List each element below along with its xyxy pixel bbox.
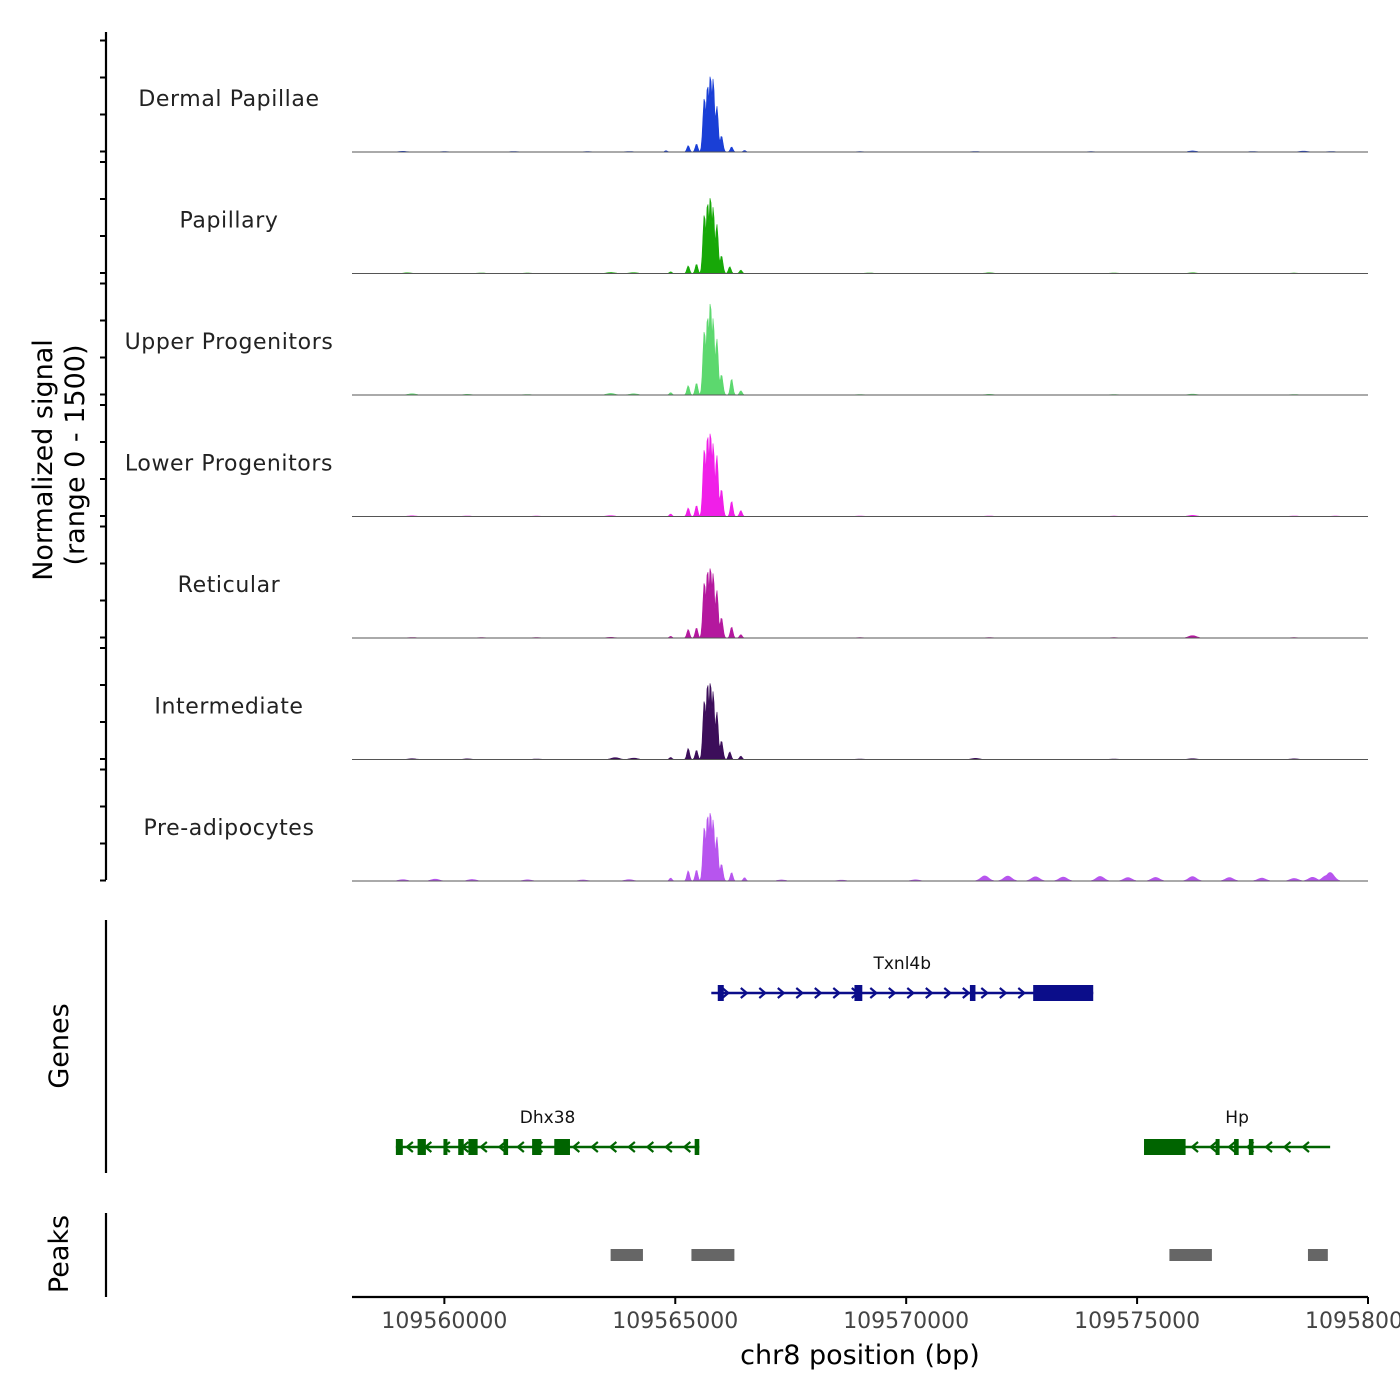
strand-arrow bbox=[608, 1141, 618, 1153]
x-axis-label: chr8 position (bp) bbox=[740, 1340, 980, 1371]
gene-exon bbox=[717, 985, 724, 1001]
gene-exon bbox=[554, 1139, 570, 1155]
coverage-area bbox=[352, 76, 1368, 153]
track-reticular: Reticular bbox=[178, 568, 1368, 639]
track-label: Papillary bbox=[179, 209, 278, 234]
gene-exon bbox=[1144, 1139, 1186, 1155]
strand-arrow bbox=[1190, 1141, 1199, 1153]
strand-arrow bbox=[1282, 1141, 1292, 1153]
y-axis-label-line2: (range 0 - 1500) bbox=[60, 345, 91, 566]
track-lower-progenitors: Lower Progenitors bbox=[125, 433, 1368, 517]
track-label: Lower Progenitors bbox=[125, 452, 333, 477]
gene-exon bbox=[443, 1139, 448, 1155]
coverage-area bbox=[352, 433, 1368, 517]
strand-arrow bbox=[888, 987, 897, 999]
x-tick-label: 109570000 bbox=[843, 1309, 969, 1334]
gene-exon bbox=[1215, 1139, 1220, 1155]
strand-arrow bbox=[405, 1141, 414, 1153]
x-tick-label: 109560000 bbox=[381, 1309, 507, 1334]
peak-region bbox=[1169, 1249, 1212, 1261]
track-label: Upper Progenitors bbox=[125, 330, 334, 355]
strand-arrow bbox=[832, 987, 842, 999]
strand-arrow bbox=[795, 987, 805, 999]
x-tick-label: 109580000 bbox=[1305, 1309, 1400, 1334]
x-tick-label: 109575000 bbox=[1074, 1309, 1200, 1334]
track-label: Dermal Papillae bbox=[138, 87, 319, 112]
strand-arrow bbox=[1227, 1141, 1236, 1153]
gene-exon bbox=[694, 1139, 700, 1155]
gene-exon bbox=[1234, 1139, 1239, 1155]
coverage-tracks: Dermal Papillae Papillary Upper Progenitor… bbox=[125, 76, 1368, 882]
gene-exon bbox=[1033, 985, 1094, 1001]
coverage-area bbox=[352, 813, 1368, 882]
coverage-area bbox=[352, 303, 1368, 396]
track-label: Pre-adipocytes bbox=[143, 816, 314, 841]
strand-arrow bbox=[571, 1141, 581, 1153]
strand-arrow bbox=[740, 987, 749, 999]
gene-exon bbox=[458, 1139, 464, 1155]
track-dermal-papillae: Dermal Papillae bbox=[138, 76, 1368, 153]
strand-arrow bbox=[925, 987, 934, 999]
genes-axis-label: Genes bbox=[44, 1003, 75, 1088]
strand-arrow bbox=[777, 987, 786, 999]
strand-arrow bbox=[906, 987, 916, 999]
gene-exon bbox=[532, 1139, 542, 1155]
track-upper-progenitors: Upper Progenitors bbox=[125, 303, 1368, 396]
gene-label: Dhx38 bbox=[520, 1108, 576, 1128]
strand-arrow bbox=[962, 987, 971, 999]
peak-track bbox=[104, 1213, 1328, 1297]
signal-y-axis bbox=[100, 32, 108, 882]
strand-arrow bbox=[1264, 1141, 1273, 1153]
strand-arrow bbox=[758, 987, 768, 999]
peak-region bbox=[1307, 1249, 1328, 1261]
x-axis: 109560000 109565000 109570000 109575000 1095… bbox=[352, 1295, 1400, 1334]
gene-exon bbox=[417, 1139, 426, 1155]
strand-arrow bbox=[814, 987, 823, 999]
coverage-area bbox=[352, 683, 1368, 760]
gene-dhx38: Dhx38 bbox=[395, 1108, 700, 1155]
gene-track: Txnl4b Dhx38 Hp bbox=[104, 920, 1331, 1173]
strand-arrow bbox=[627, 1141, 636, 1153]
gene-label: Txnl4b bbox=[872, 954, 931, 974]
gene-exon bbox=[468, 1139, 478, 1155]
gene-exon bbox=[395, 1139, 403, 1155]
gene-exon bbox=[1248, 1139, 1254, 1155]
peaks-axis-label: Peaks bbox=[44, 1215, 75, 1293]
strand-arrow bbox=[943, 987, 953, 999]
strand-arrow bbox=[721, 987, 731, 999]
strand-arrow bbox=[479, 1141, 488, 1153]
gene-txnl4b: Txnl4b bbox=[711, 954, 1094, 1001]
peak-region bbox=[691, 1249, 735, 1261]
coverage-area bbox=[352, 568, 1368, 639]
strand-arrow bbox=[1208, 1141, 1218, 1153]
track-pre-adipocytes: Pre-adipocytes bbox=[143, 813, 1368, 882]
track-papillary: Papillary bbox=[179, 198, 1368, 274]
track-label: Reticular bbox=[178, 573, 281, 598]
track-intermediate: Intermediate bbox=[154, 683, 1368, 760]
coverage-area bbox=[352, 198, 1368, 274]
gene-hp: Hp bbox=[1144, 1108, 1331, 1155]
strand-arrow bbox=[869, 987, 879, 999]
gene-exon bbox=[503, 1139, 509, 1155]
gene-exon bbox=[969, 985, 976, 1001]
strand-arrow bbox=[1017, 987, 1027, 999]
gene-exon bbox=[854, 985, 863, 1001]
strand-arrow bbox=[682, 1141, 692, 1153]
strand-arrow bbox=[999, 987, 1008, 999]
y-axis-label-line1: Normalized signal bbox=[28, 339, 59, 581]
strand-arrow bbox=[516, 1141, 525, 1153]
x-tick-label: 109565000 bbox=[612, 1309, 738, 1334]
strand-arrow bbox=[645, 1141, 655, 1153]
strand-arrow bbox=[590, 1141, 599, 1153]
strand-arrow bbox=[980, 987, 990, 999]
strand-arrow bbox=[497, 1141, 507, 1153]
track-label: Intermediate bbox=[154, 695, 303, 720]
strand-arrow bbox=[664, 1141, 673, 1153]
strand-arrow bbox=[1301, 1141, 1310, 1153]
peak-region bbox=[610, 1249, 643, 1261]
gene-label: Hp bbox=[1225, 1108, 1249, 1128]
